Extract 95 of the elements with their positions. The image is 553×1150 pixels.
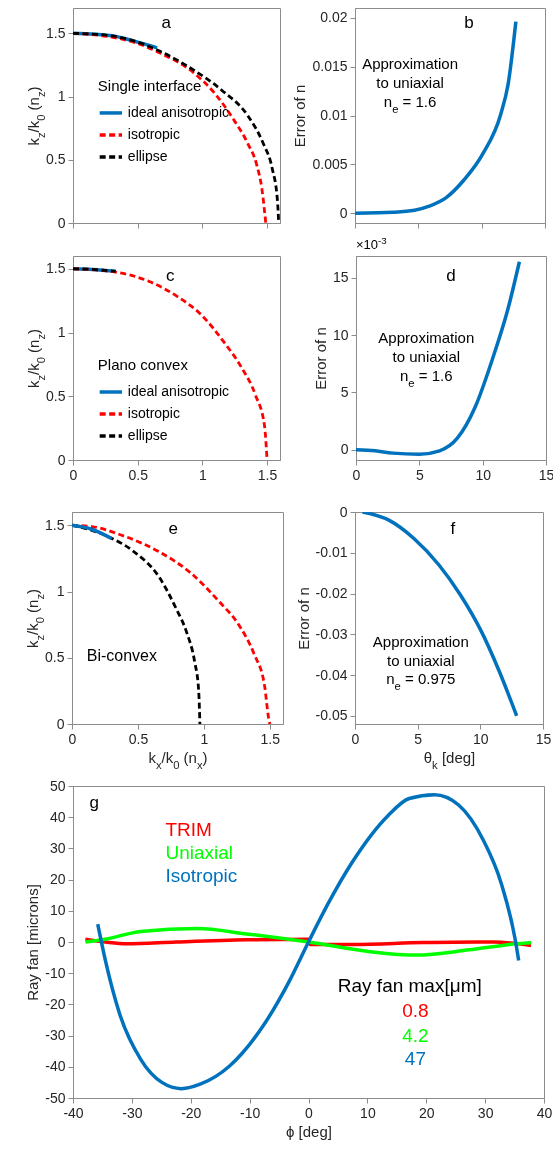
y-tick-label: -0.04 [315,666,348,683]
x-tick-label: 0 [352,466,361,483]
x-tick-label: 15 [538,466,553,483]
legend-label: ideal anisotropic [127,103,230,120]
y-tick-label: -0.01 [315,544,348,561]
annotation: Ray fan max[μm] [337,974,482,996]
y-tick-label: 0.015 [312,58,348,75]
annotation: g [89,793,99,813]
y-tick-label: 0.02 [320,9,348,26]
x-axis-title: k$_{x}$/k$_{0}$ (n$_{x}$) [148,748,208,771]
x-tick-label: 0.5 [128,466,149,483]
y-tick-label: 0 [339,503,348,520]
y-tick-label: 0.01 [320,107,348,123]
y-tick-label: 20 [49,871,66,888]
y-tick-label: 40 [49,808,66,825]
y-tick-label: -30 [45,1027,66,1044]
x-tick-label: 0 [351,730,360,747]
y-tick-label: -40 [45,1058,66,1075]
annotation: Approximation to uniaxial n$_{e}$ = 1.6 [362,55,459,115]
annotation: b [464,13,474,33]
legend-label: ellipse [127,147,168,164]
annotation: c [166,266,176,286]
x-tick-label: 0.5 [128,730,149,747]
y-tick-label: 1.5 [46,260,66,277]
y-tick-label: -0.02 [315,585,348,602]
text: TRIM [165,818,212,840]
y-tick-label: -20 [45,995,66,1012]
legend-title: Plano convex [97,356,189,373]
y-tick-label: 0 [57,933,66,950]
legend-label: isotropic [127,125,180,142]
y-tick-label: -0.03 [315,625,348,642]
y-tick-label: 0.005 [312,155,348,172]
legend-label: ellipse [127,427,168,443]
x-tick-label: 20 [418,1104,435,1121]
x-tick-label: -20 [181,1104,202,1121]
y-tick-label: 0 [340,441,349,458]
y-tick-label: 1 [57,88,66,105]
x-tick-label: 30 [477,1104,494,1121]
y-tick-label: 0 [339,204,348,221]
annotation: 47 [404,1048,426,1069]
annotation: 0.8 [402,999,429,1021]
annotation: 4.2 [402,1024,429,1046]
annotation: Bi-convex [86,647,158,665]
y-tick-label: 30 [49,839,66,856]
text: ×10$^{-3}$ [356,234,387,252]
x-tick-label: 1 [200,730,209,747]
annotation: f [450,518,456,538]
y-tick-label: -10 [45,964,66,981]
y-tick-label: 0.5 [45,649,65,666]
text: Uniaxial [165,841,234,863]
y-tick-label: 0 [57,451,66,468]
x-tick-label: 0 [68,730,77,747]
annotation: e [168,518,179,538]
y-axis-title: Error of n [291,84,309,148]
x-tick-label: 1 [198,466,207,483]
x-tick-label: -30 [122,1104,143,1121]
x-tick-label: 5 [415,466,424,483]
y-axis-title: Ray fan [microns] [24,884,42,1001]
y-tick-label: 1.5 [45,516,65,533]
y-tick-label: 0 [57,214,66,231]
x-tick-label: 15 [535,730,552,747]
x-tick-label: 5 [414,730,423,747]
y-tick-label: 10 [332,326,349,343]
legend-label: isotropic [127,405,180,421]
x-tick-label: 1.5 [260,730,281,747]
x-tick-label: 40 [536,1104,553,1121]
annotation: d [446,266,456,286]
x-tick-label: 1.5 [257,466,278,483]
x-axis-title: ϕ [deg] [286,1122,332,1140]
y-tick-label: 1.5 [46,24,66,41]
y-tick-label: 15 [332,269,349,286]
y-tick-label: 50 [49,777,66,794]
y-tick-label: 0.5 [46,387,66,404]
text: Isotropic [165,864,238,886]
annotation: Approximation to uniaxial n$_{e}$ = 1.6 [378,329,475,389]
y-tick-label: 0.5 [46,151,66,168]
y-tick-label: 5 [340,383,349,400]
y-axis-title: Error of n [311,327,329,390]
x-axis-title: θ$_{k}$ [deg] [423,748,476,771]
y-tick-label: 10 [49,902,66,919]
x-tick-label: -10 [240,1104,261,1121]
y-tick-label: -0.05 [315,707,348,724]
annotation: a [161,13,172,33]
x-tick-label: 0 [69,466,78,483]
y-axis-title: Error of n [294,587,312,650]
y-tick-label: 1 [56,583,65,599]
x-tick-label: 10 [475,466,492,483]
legend-title: Single interface [97,76,202,94]
annotation: Approximation to uniaxial n$_{e}$ = 0.975 [372,632,469,693]
y-tick-label: -50 [45,1089,66,1106]
y-tick-label: 0 [56,715,65,732]
x-tick-label: 10 [360,1104,376,1121]
legend-label: ideal anisotropic [127,383,230,399]
x-tick-label: 10 [473,730,489,747]
y-tick-label: 1 [57,324,66,340]
